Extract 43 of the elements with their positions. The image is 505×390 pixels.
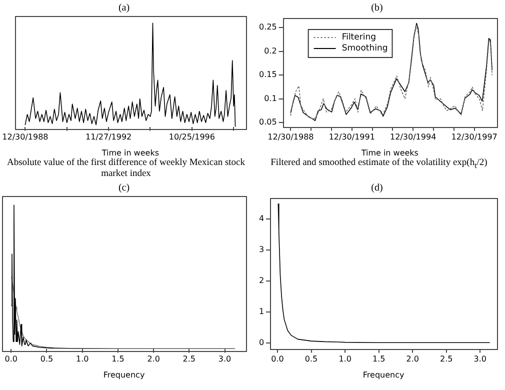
chart-title: (b) (371, 2, 383, 14)
x-tick-label: 2.5 (182, 354, 196, 364)
x-tick-label: 0.0 (271, 354, 284, 364)
x-tick-label: 12/30/1988 (2, 132, 48, 142)
chart-title: (a) (118, 2, 130, 14)
x-tick-label: 1.0 (338, 354, 352, 364)
x-tick-label: 12/30/1988 (268, 132, 314, 142)
y-tick-label: 2 (258, 276, 264, 286)
x-tick-label: 1.5 (372, 354, 386, 364)
y-tick-label: 3 (258, 245, 264, 254)
y-tick-label: 0.25 (259, 22, 277, 32)
y-tick-label: 0.1 (264, 94, 277, 103)
x-tick-label: 0.0 (4, 354, 18, 364)
x-tick-label: 1.0 (76, 354, 89, 364)
chart-title: (d) (371, 182, 383, 194)
x-tick-label: 12/30/1997 (451, 132, 498, 142)
x-tick-label: 2.5 (440, 354, 453, 364)
y-tick-label: 0.05 (259, 118, 277, 127)
y-tick-label: 0 (258, 338, 264, 347)
y-tick-label: 0.15 (259, 70, 277, 80)
y-tick-label: 1 (258, 307, 264, 316)
legend-label: Smoothing (342, 44, 388, 54)
x-tick-label: 2.0 (406, 354, 419, 364)
x-tick-label: 3.0 (474, 354, 486, 364)
x-tick-label: 0.5 (304, 354, 318, 364)
x-axis-title: Frequency (103, 370, 145, 380)
x-tick-label: 12/30/1991 (328, 132, 375, 142)
x-tick-label: 12/30/1994 (390, 132, 436, 142)
legend-label: Filtering (342, 32, 376, 43)
x-tick-label: 3.0 (218, 354, 232, 364)
x-tick-label: 11/27/1992 (86, 132, 132, 142)
x-axis-title: Frequency (362, 370, 404, 380)
x-tick-label: 1.5 (112, 354, 124, 364)
x-tick-label: 0.5 (40, 354, 54, 364)
x-tick-label: 10/25/1996 (168, 132, 215, 142)
x-axis-title: Time in weeks (360, 148, 418, 158)
text: Filtered and smoothed estimate of the volatility exp(h$_{t}$/2) (270, 158, 488, 171)
y-tick-label: 4 (258, 214, 264, 224)
chart-title: (c) (118, 182, 130, 194)
y-tick-label: 0.2 (264, 46, 277, 56)
x-axis-title: Time in weeks (100, 148, 160, 158)
x-tick-label: 2.0 (147, 354, 160, 364)
text: Absolute value of the first difference of weekly Mexican stock market index (6, 158, 246, 180)
